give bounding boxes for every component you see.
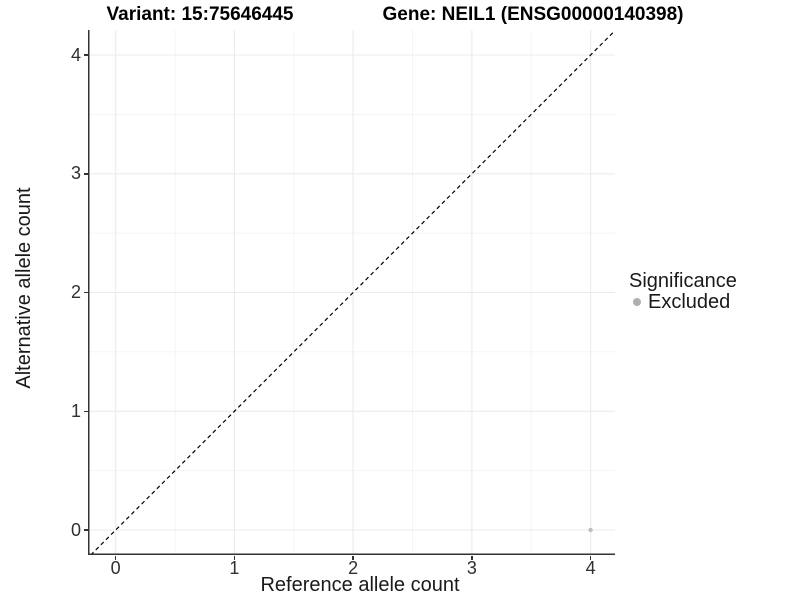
data-points-layer (588, 527, 593, 533)
x-tick-label: 3 (466, 558, 477, 578)
x-tick (233, 555, 236, 560)
x-tick-label: 4 (585, 558, 596, 578)
y-tick (83, 173, 88, 175)
x-tick (352, 555, 354, 560)
y-tick-label: 4 (70, 44, 81, 65)
y-tick (83, 410, 88, 412)
x-tick-label: 0 (110, 558, 121, 578)
plot-canvas (88, 30, 615, 555)
y-tick-label: 2 (70, 282, 81, 302)
x-tick (114, 555, 117, 560)
legend-title: Significance (629, 270, 737, 292)
data-point (588, 527, 593, 533)
x-tick-label: 2 (348, 558, 359, 578)
x-tick-label: 1 (229, 558, 240, 578)
grid-major (88, 30, 615, 555)
y-tick (83, 54, 88, 56)
x-tick (471, 555, 473, 560)
y-tick-label: 3 (70, 163, 81, 184)
plot-title-gene: Gene: NEIL1 (ENSG00000140398) (382, 4, 684, 25)
identity-reference-line (90, 30, 615, 555)
y-tick (83, 291, 88, 294)
plot-title-variant: Variant: 15:75646445 (106, 4, 294, 25)
x-tick (589, 555, 592, 560)
y-axis-title: Alternative allele count (13, 187, 35, 389)
y-tick-label: 0 (70, 519, 81, 540)
x-axis-title: Reference allele count (260, 574, 460, 596)
legend-point-swatch-icon (632, 298, 641, 306)
y-tick-label: 1 (70, 400, 81, 421)
plot-panel (88, 30, 615, 555)
legend-item-label: Excluded (648, 291, 731, 313)
legend-item-excluded: Excluded (629, 292, 789, 312)
y-tick (83, 529, 88, 531)
axis-lines (88, 30, 615, 555)
